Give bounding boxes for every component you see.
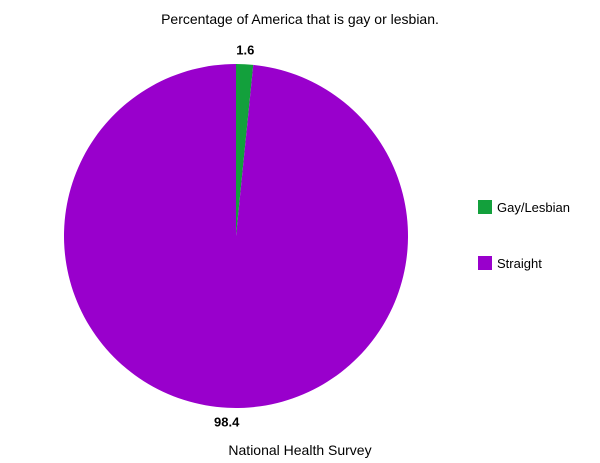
pie-data-labels: 1.6 98.4: [214, 43, 254, 430]
pie-slice-straight: [64, 64, 409, 408]
legend-label: Gay/Lesbian: [497, 200, 570, 215]
legend-label: Straight: [497, 256, 542, 271]
legend: Gay/Lesbian Straight: [478, 200, 570, 271]
chart-caption: National Health Survey: [228, 442, 371, 458]
data-label-straight: 98.4: [214, 414, 240, 429]
chart-title: Percentage of America that is gay or les…: [161, 11, 439, 27]
pie-slices: [64, 64, 409, 408]
legend-swatch: [478, 256, 492, 270]
legend-swatch: [478, 200, 492, 214]
data-label-gay-lesbian: 1.6: [236, 43, 254, 58]
pie-slice-gay-lesbian: [236, 64, 254, 236]
